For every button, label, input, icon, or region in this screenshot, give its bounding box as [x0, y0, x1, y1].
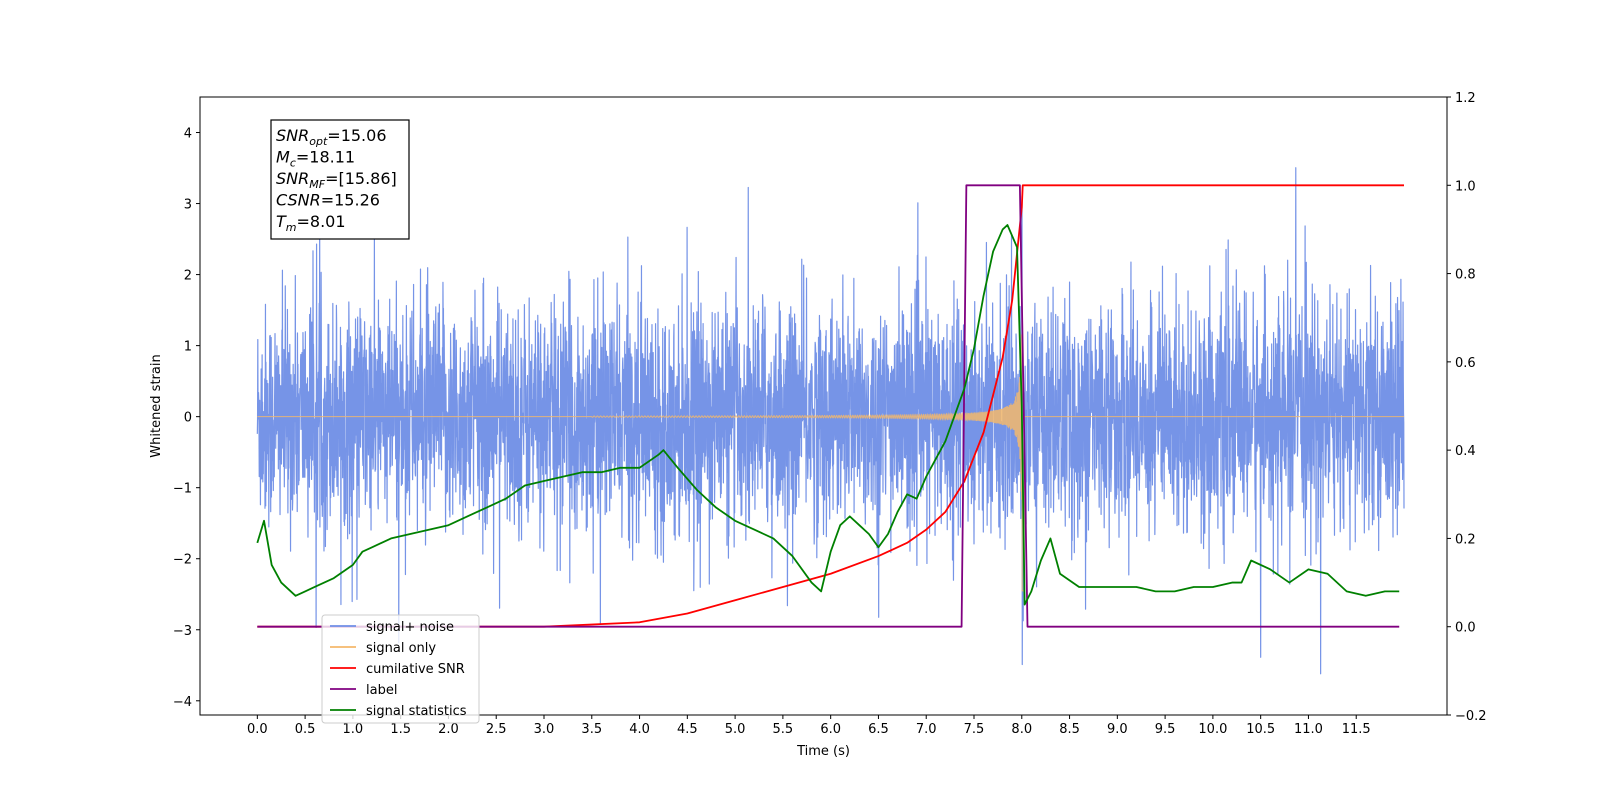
stats-annotation-box: SNRopt=15.06Mc=18.11SNRMF=[15.86]CSNR=15… [270, 119, 410, 240]
x-tick-label: 9.5 [1155, 722, 1176, 737]
y2-tick-label: 0.4 [1455, 444, 1476, 459]
y2-tick-label: −0.2 [1455, 709, 1487, 724]
series-line-signal-only [257, 334, 1404, 592]
y2-tick-label: 0.0 [1455, 621, 1476, 636]
series-line-signal-statistics [256, 224, 1400, 606]
legend-label: label [366, 683, 397, 698]
y2-tick-label: 0.8 [1455, 268, 1476, 283]
y-tick-label: −1 [173, 482, 192, 497]
y2-tick-label: 0.2 [1455, 532, 1476, 547]
x-tick-label: 0.5 [295, 722, 316, 737]
legend-label: signal+ noise [366, 620, 454, 635]
annotation-line: SNRMF=[15.86] [276, 169, 397, 191]
y-tick-label: −2 [173, 553, 192, 568]
x-tick-label: 10.0 [1198, 722, 1227, 737]
x-tick-label: 2.5 [486, 722, 507, 737]
y-tick-label: 2 [184, 269, 192, 284]
x-tick-label: 6.5 [868, 722, 889, 737]
y-tick-label: 1 [184, 340, 192, 355]
annotation-line: Mc=18.11 [276, 148, 355, 170]
y-tick-label: 3 [184, 198, 192, 213]
y-axis-left: 4 3 2 1 0 −1 −2 −3 −4 [173, 127, 200, 710]
annotation-frame [270, 119, 410, 240]
axes-frame [199, 96, 1448, 716]
x-tick-label: 11.5 [1342, 722, 1371, 737]
x-tick-label: 7.5 [964, 722, 985, 737]
x-tick-label: 9.0 [1107, 722, 1128, 737]
x-axis: 0.0 0.5 1.0 1.5 2.0 2.5 3.0 3.5 4.0 4.5 5.0 5.5 6.0 6… [247, 715, 1371, 737]
legend-label: cumilative SNR [366, 662, 465, 677]
legend-label: signal statistics [366, 704, 467, 719]
y2-tick-label: 1.2 [1455, 91, 1476, 106]
y-tick-label: −4 [173, 695, 192, 710]
x-tick-label: 11.0 [1294, 722, 1323, 737]
x-tick-label: 3.5 [581, 722, 602, 737]
x-tick-label: 5.5 [773, 722, 794, 737]
y-axis-right: 1.2 1.0 0.8 0.6 0.4 0.2 0.0 −0.2 [1447, 91, 1487, 724]
x-tick-label: 0.0 [247, 722, 268, 737]
x-tick-label: 6.0 [820, 722, 841, 737]
series-line-cumilative-snr [257, 184, 1404, 628]
series-line-signal-noise [256, 167, 1405, 675]
x-tick-label: 2.0 [438, 722, 459, 737]
plot-area [256, 167, 1405, 675]
x-tick-label: 8.5 [1059, 722, 1080, 737]
y-axis-label: Whitened strain [149, 354, 164, 457]
x-axis-label: Time (s) [796, 744, 850, 759]
annotation-line: CSNR=15.26 [276, 191, 380, 210]
annotation-line: Tm=8.01 [276, 212, 346, 234]
x-tick-label: 7.0 [916, 722, 937, 737]
x-tick-label: 5.0 [725, 722, 746, 737]
y-tick-label: −3 [173, 624, 192, 639]
series-line-label [257, 184, 1400, 628]
y2-tick-label: 1.0 [1455, 179, 1476, 194]
x-tick-label: 10.5 [1246, 722, 1275, 737]
y-tick-label: 4 [184, 127, 192, 142]
annotation-line: SNRopt=15.06 [276, 126, 387, 148]
x-tick-label: 8.0 [1011, 722, 1032, 737]
x-tick-label: 4.0 [629, 722, 650, 737]
legend-frame [321, 614, 480, 724]
legend-label: signal only [366, 641, 436, 656]
y2-tick-label: 0.6 [1455, 356, 1476, 371]
legend: signal+ noise signal only cumilative SNR la… [321, 614, 480, 724]
x-tick-label: 3.0 [534, 722, 555, 737]
x-tick-label: 1.0 [343, 722, 364, 737]
y-tick-label: 0 [184, 411, 192, 426]
x-tick-label: 1.5 [390, 722, 411, 737]
x-tick-label: 4.5 [677, 722, 698, 737]
